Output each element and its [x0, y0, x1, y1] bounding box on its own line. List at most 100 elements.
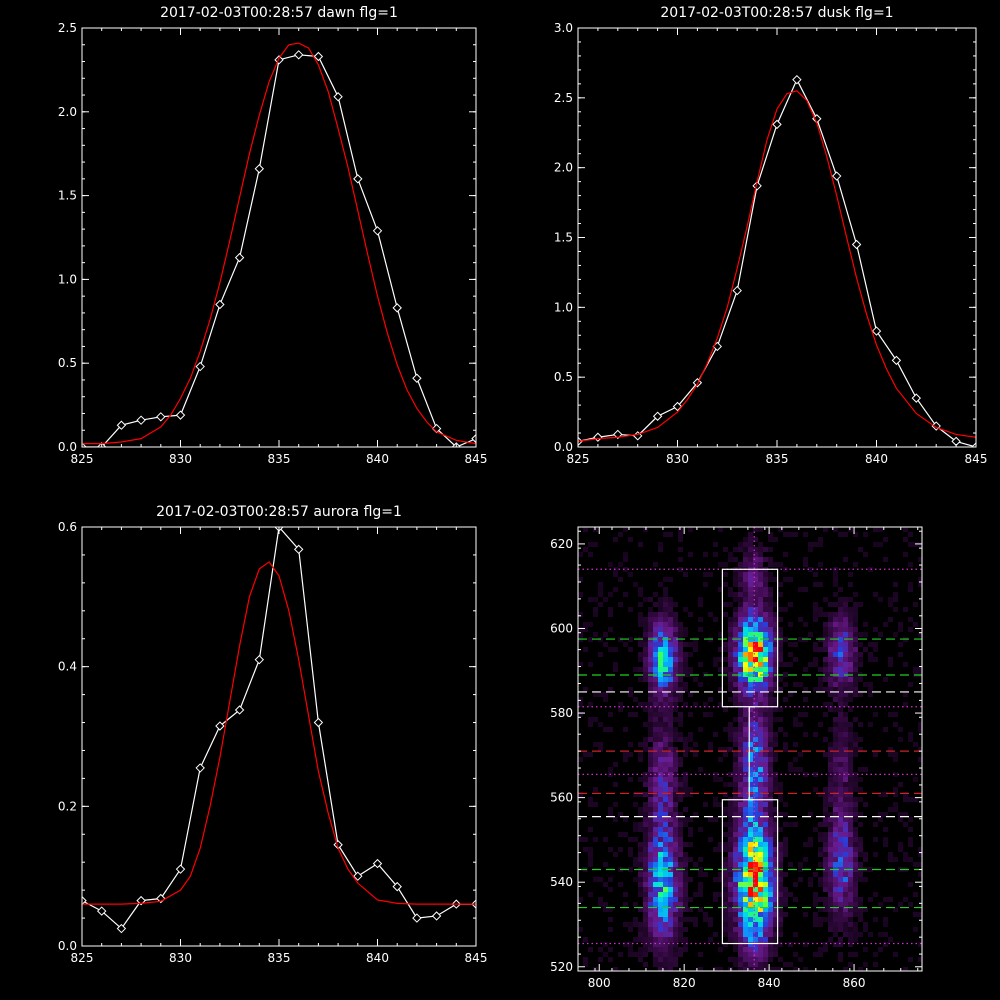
- heatmap-cell: [843, 632, 848, 637]
- heatmap-cell: [883, 942, 888, 947]
- heatmap-cell: [618, 602, 623, 607]
- heatmap-cell: [678, 907, 683, 912]
- heatmap-cell: [753, 622, 758, 627]
- heatmap-cell: [888, 937, 893, 942]
- heatmap-cell: [643, 677, 648, 682]
- data-point-marker: [792, 74, 802, 85]
- heatmap-cell: [813, 787, 818, 792]
- heatmap-cell: [663, 597, 668, 602]
- heatmap-cell: [833, 787, 838, 792]
- heatmap-cell: [758, 592, 763, 597]
- heatmap-cell: [853, 797, 858, 802]
- heatmap-cell: [853, 532, 858, 537]
- heatmap-cell: [683, 747, 688, 752]
- heatmap-cell: [768, 612, 773, 617]
- heatmap-cell: [753, 642, 758, 647]
- heatmap-cell: [648, 757, 653, 762]
- heatmap-cell: [758, 527, 763, 532]
- heatmap-cell: [738, 817, 743, 822]
- heatmap-cell: [818, 562, 823, 567]
- heatmap-cell: [668, 662, 673, 667]
- heatmap-cell: [763, 942, 768, 947]
- heatmap-cell: [758, 912, 763, 917]
- heatmap-cell: [603, 902, 608, 907]
- heatmap-cell: [638, 812, 643, 817]
- heatmap-cell: [828, 792, 833, 797]
- heatmap-cell: [673, 932, 678, 937]
- heatmap-cell: [853, 952, 858, 957]
- heatmap-cell: [658, 627, 663, 632]
- heatmap-cell: [848, 687, 853, 692]
- heatmap-cell: [773, 757, 778, 762]
- heatmap-cell: [868, 682, 873, 687]
- heatmap-cell: [743, 582, 748, 587]
- heatmap-cell: [768, 762, 773, 767]
- heatmap-cell: [883, 897, 888, 902]
- heatmap-cell: [918, 542, 922, 547]
- heatmap-cell: [663, 657, 668, 662]
- heatmap-cell: [873, 647, 878, 652]
- heatmap-cell: [838, 637, 843, 642]
- heatmap-cell: [688, 832, 693, 837]
- heatmap-cell: [588, 752, 593, 757]
- heatmap-cell: [638, 927, 643, 932]
- heatmap-cell: [743, 557, 748, 562]
- heatmap-cell: [613, 817, 618, 822]
- heatmap-cell: [743, 757, 748, 762]
- heatmap-cell: [683, 662, 688, 667]
- heatmap-cell: [608, 927, 613, 932]
- heatmap-cell: [683, 887, 688, 892]
- heatmap-cell: [733, 812, 738, 817]
- heatmap-cell: [648, 902, 653, 907]
- heatmap-cell: [673, 617, 678, 622]
- heatmap-cell: [823, 822, 828, 827]
- heatmap-cell: [638, 872, 643, 877]
- heatmap-cell: [613, 662, 618, 667]
- heatmap-cell: [658, 797, 663, 802]
- heatmap-cell: [813, 827, 818, 832]
- heatmap-cell: [728, 652, 733, 657]
- heatmap-cell: [743, 792, 748, 797]
- heatmap-cell: [648, 607, 653, 612]
- heatmap-cell: [818, 542, 823, 547]
- heatmap-cell: [738, 767, 743, 772]
- heatmap-cell: [733, 927, 738, 932]
- heatmap-cell: [633, 877, 638, 882]
- heatmap-cell: [778, 527, 783, 532]
- heatmap-cell: [648, 642, 653, 647]
- heatmap-cell: [763, 547, 768, 552]
- heatmap-cell: [748, 712, 753, 717]
- heatmap-cell: [753, 957, 758, 962]
- heatmap-cell: [873, 837, 878, 842]
- heatmap-cell: [653, 917, 658, 922]
- heatmap-cell: [668, 877, 673, 882]
- heatmap-cell: [698, 627, 703, 632]
- heatmap-overlays: [578, 527, 922, 971]
- heatmap-cell: [853, 782, 858, 787]
- heatmap-cell: [703, 702, 708, 707]
- heatmap-cell: [753, 572, 758, 577]
- data-point-marker: [652, 411, 663, 421]
- heatmap-cell: [778, 862, 783, 867]
- heatmap-cell: [733, 872, 738, 877]
- heatmap-cell: [748, 642, 753, 647]
- heatmap-cell: [588, 717, 593, 722]
- heatmap-cell: [753, 662, 758, 667]
- heatmap-cell: [843, 802, 848, 807]
- heatmap-cell: [773, 777, 778, 782]
- heatmap-cell: [628, 837, 633, 842]
- heatmap-cell: [653, 947, 658, 952]
- heatmap-cell: [588, 597, 593, 602]
- heatmap-cell: [858, 652, 863, 657]
- heatmap-cell: [778, 872, 783, 877]
- plot-frame: [81, 526, 477, 947]
- heatmap-cell: [798, 867, 803, 872]
- heatmap-cell: [638, 957, 643, 962]
- heatmap-cell: [673, 817, 678, 822]
- heatmap-cell: [858, 812, 863, 817]
- heatmap-cell: [743, 912, 748, 917]
- heatmap-cell: [718, 757, 723, 762]
- heatmap-cell: [873, 592, 878, 597]
- heatmap-cell: [698, 767, 703, 772]
- heatmap-cell: [668, 612, 673, 617]
